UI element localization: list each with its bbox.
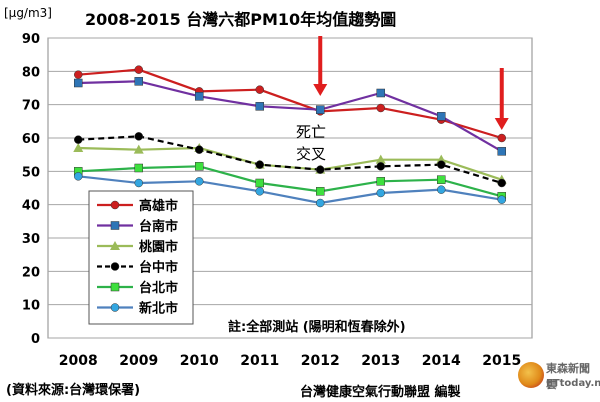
- data-point-4-2013: [376, 177, 385, 186]
- x-tick-label-2008: 2008: [59, 353, 98, 369]
- x-tick-label-2010: 2010: [180, 353, 219, 369]
- data-point-0-2009: [134, 65, 143, 74]
- data-point-5-2015: [497, 195, 506, 204]
- chart-title: 2008-2015 台灣六都PM10年均值趨勢圖: [85, 10, 397, 29]
- data-point-3-2009: [134, 132, 143, 141]
- data-point-2-2008: [73, 143, 84, 152]
- data-point-3-2014: [437, 160, 446, 169]
- station-note: 註:全部測站 (陽明和恆春除外): [228, 320, 406, 335]
- series-line-3: [78, 135, 503, 185]
- legend-marker-5: [110, 303, 120, 312]
- series-line-0: [78, 68, 503, 140]
- x-tick-label-2009: 2009: [119, 353, 158, 369]
- data-point-4-2010: [195, 162, 204, 171]
- legend-box: [88, 190, 194, 325]
- death-cross-label-line2: 交叉: [296, 145, 327, 163]
- x-tick-label-2014: 2014: [422, 353, 461, 369]
- x-tick-label-2015: 2015: [482, 353, 521, 369]
- legend-label-0: 高雄市: [139, 198, 178, 214]
- data-point-5-2010: [195, 177, 204, 186]
- legend-label-3: 台中市: [139, 260, 178, 276]
- series-line-1: [78, 80, 503, 153]
- data-point-4-2012: [316, 187, 325, 196]
- data-point-1-2010: [195, 92, 204, 101]
- data-point-1-2011: [255, 102, 264, 111]
- legend-label-1: 台南市: [139, 219, 178, 235]
- data-source: (資料來源:台灣環保署): [6, 383, 141, 398]
- legend-label-5: 新北市: [139, 301, 178, 317]
- data-point-3-2010: [195, 145, 204, 154]
- legend-marker-4: [110, 282, 120, 292]
- y-tick-label-20: 20: [22, 265, 40, 280]
- data-point-5-2013: [376, 188, 385, 198]
- y-tick-label-40: 40: [22, 199, 40, 214]
- data-point-0-2008: [74, 70, 83, 79]
- death-cross-label-line1: 死亡: [296, 123, 327, 141]
- legend-marker-2: [110, 241, 120, 250]
- series-line-5: [78, 175, 502, 205]
- data-point-1-2008: [74, 78, 83, 88]
- legend-marker-1: [110, 221, 120, 230]
- y-axis-unit: [μg/m3]: [4, 6, 52, 20]
- data-point-2-2013: [375, 154, 386, 164]
- data-point-5-2011: [255, 187, 264, 196]
- series-line-4: [78, 165, 503, 198]
- data-point-3-2013: [376, 162, 385, 171]
- legend-marker-3: [110, 262, 120, 271]
- y-tick-label-10: 10: [22, 299, 40, 314]
- arrow-head-2012: [313, 84, 328, 96]
- y-tick-label-90: 90: [22, 32, 40, 47]
- data-point-0-2011: [255, 85, 264, 94]
- ettoday-logo-icon: [518, 362, 544, 388]
- y-tick-label-30: 30: [22, 232, 40, 247]
- data-point-4-2014: [437, 175, 446, 184]
- y-tick-label-50: 50: [22, 165, 40, 180]
- data-point-3-2012: [316, 165, 325, 174]
- data-point-0-2013: [376, 103, 385, 113]
- watermark-name-en: ETtoday.net: [546, 378, 600, 389]
- data-point-1-2012: [316, 105, 325, 114]
- ettoday-watermark: 東森新聞雲 ETtoday.net: [518, 356, 600, 398]
- data-point-0-2015: [497, 133, 506, 143]
- y-tick-label-0: 0: [31, 332, 40, 347]
- y-tick-label-80: 80: [22, 65, 40, 80]
- x-tick-label-2011: 2011: [240, 353, 279, 369]
- arrow-head-2015: [494, 118, 509, 130]
- legend-label-4: 台北市: [139, 280, 178, 296]
- watermark-name-zh: 東森新聞雲: [546, 362, 590, 391]
- data-point-1-2015: [497, 147, 506, 156]
- data-point-1-2009: [134, 77, 143, 86]
- data-point-5-2012: [316, 198, 325, 208]
- data-point-4-2011: [255, 178, 264, 188]
- data-point-5-2008: [74, 172, 83, 181]
- data-point-5-2009: [134, 178, 143, 188]
- publisher-credit: 台灣健康空氣行動聯盟 編製: [300, 385, 461, 400]
- legend-label-2: 桃園市: [139, 239, 178, 255]
- data-point-5-2014: [437, 185, 446, 194]
- data-point-3-2015: [497, 178, 506, 188]
- legend-marker-0: [110, 200, 120, 210]
- data-point-1-2013: [376, 88, 385, 98]
- y-tick-label-60: 60: [22, 132, 40, 147]
- data-point-3-2008: [74, 135, 83, 144]
- data-point-3-2011: [255, 160, 264, 169]
- x-tick-label-2013: 2013: [361, 353, 400, 369]
- data-point-1-2014: [437, 112, 446, 121]
- data-point-2-2009: [133, 144, 144, 154]
- y-tick-label-70: 70: [22, 99, 40, 114]
- x-tick-label-2012: 2012: [301, 353, 340, 369]
- data-point-4-2009: [134, 163, 143, 173]
